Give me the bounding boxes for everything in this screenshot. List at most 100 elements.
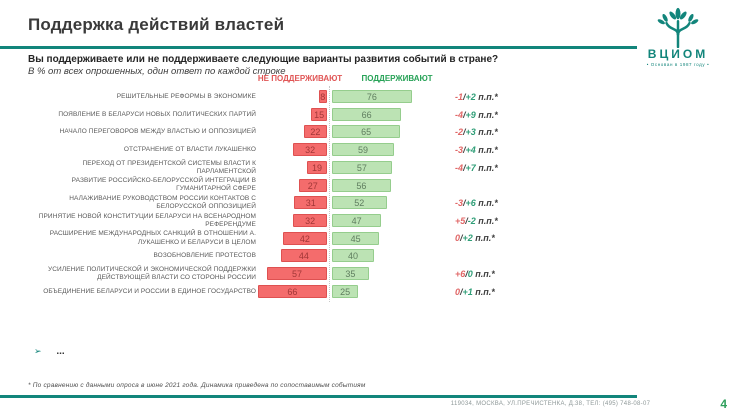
bar-value-support: 65 bbox=[361, 127, 372, 138]
chart-row: ПРИНЯТИЕ НОВОЙ КОНСТИТУЦИИ БЕЛАРУСИ НА В… bbox=[28, 212, 598, 230]
bar-value-support: 35 bbox=[345, 269, 356, 279]
delta-separator: / bbox=[463, 198, 466, 209]
delta-suffix: п.п.* bbox=[475, 198, 498, 209]
question-text: Вы поддерживаете или не поддерживаете сл… bbox=[28, 54, 499, 65]
row-label: ПРИНЯТИЕ НОВОЙ КОНСТИТУЦИИ БЕЛАРУСИ НА В… bbox=[38, 212, 256, 228]
arrow-bullet-icon: ➢ bbox=[34, 346, 42, 356]
delta-not-support: +6 bbox=[455, 268, 466, 279]
delta-separator: / bbox=[465, 215, 468, 226]
row-label: ОТСТРАНЕНИЕ ОТ ВЛАСТИ ЛУКАШЕНКО bbox=[123, 145, 256, 153]
bar-value-not-support: 27 bbox=[307, 180, 318, 191]
bar-value-support: 56 bbox=[356, 180, 367, 191]
bar-support: 56 bbox=[332, 178, 391, 192]
delta-suffix: п.п.* bbox=[475, 109, 498, 120]
footnote: * По сравнению с данными опроса в июне 2… bbox=[28, 382, 366, 389]
bar-support: 65 bbox=[332, 125, 401, 139]
delta-support: +6 bbox=[465, 198, 476, 209]
row-delta: -3/+6 п.п.* bbox=[455, 198, 498, 208]
delta-suffix: п.п.* bbox=[472, 233, 495, 244]
row-delta: +5/-2 п.п.* bbox=[455, 216, 498, 226]
bar-not-support: 19 bbox=[307, 160, 327, 174]
chart-row: ПЕРЕХОД ОТ ПРЕЗИДЕНТСКОЙ СИСТЕМЫ ВЛАСТИ … bbox=[28, 159, 598, 177]
chart-row: ВОЗОБНОВЛЕНИЕ ПРОТЕСТОВ 44 40 bbox=[28, 247, 598, 265]
bar-not-support: 57 bbox=[267, 267, 327, 280]
chart-axis bbox=[329, 86, 330, 302]
bar-support: 52 bbox=[332, 196, 387, 210]
chart-row: ОТСТРАНЕНИЕ ОТ ВЛАСТИ ЛУКАШЕНКО 32 59 -3… bbox=[28, 141, 598, 159]
delta-separator: / bbox=[463, 109, 466, 120]
bullet-text: ... bbox=[56, 346, 65, 357]
footer-address: 119034, МОСКВА, УЛ.ПРЕЧИСТЕНКА, Д.38, ТЕ… bbox=[450, 401, 651, 407]
delta-suffix: п.п.* bbox=[475, 91, 498, 102]
delta-not-support: 0 bbox=[455, 286, 461, 297]
delta-support: +7 bbox=[465, 162, 476, 173]
bar-value-not-support: 42 bbox=[299, 233, 310, 244]
bar-value-not-support: 32 bbox=[305, 215, 316, 226]
bar-value-not-support: 8 bbox=[320, 92, 326, 102]
delta-suffix: п.п.* bbox=[475, 127, 498, 138]
bar-not-support: 66 bbox=[257, 284, 327, 298]
delta-support: 0 bbox=[467, 268, 473, 279]
bar-support: 76 bbox=[332, 90, 412, 103]
legend-yes-label: ПОДДЕРЖИВАЮТ bbox=[361, 74, 433, 83]
logo-text: ВЦИОМ bbox=[647, 47, 709, 61]
bar-not-support: 42 bbox=[282, 231, 327, 245]
bar-not-support: 8 bbox=[318, 90, 327, 103]
bar-support: 45 bbox=[332, 231, 380, 245]
chart-row: НАЛАЖИВАНИЕ РУКОВОДСТВОМ РОССИИ КОНТАКТО… bbox=[28, 194, 598, 212]
delta-suffix: п.п.* bbox=[475, 144, 498, 155]
bar-value-not-support: 22 bbox=[310, 127, 321, 138]
chart-row: РАЗВИТИЕ РОССИЙСКО-БЕЛОРУССКОЙ ИНТЕГРАЦИ… bbox=[28, 177, 598, 195]
bar-support: 47 bbox=[332, 213, 382, 227]
row-label: ПОЯВЛЕНИЕ В БЕЛАРУСИ НОВЫХ ПОЛИТИЧЕСКИХ … bbox=[58, 110, 256, 118]
delta-separator: / bbox=[460, 286, 463, 297]
delta-not-support: -3 bbox=[455, 198, 464, 209]
row-delta: -4/+9 п.п.* bbox=[455, 110, 498, 120]
bar-not-support: 32 bbox=[293, 213, 327, 227]
delta-not-support: -2 bbox=[455, 127, 464, 138]
question-note: В % от всех опрошенных, один ответ по ка… bbox=[28, 66, 286, 77]
bullet-line: ➢ ... bbox=[34, 346, 65, 357]
delta-support: +4 bbox=[465, 144, 476, 155]
bar-value-support: 25 bbox=[340, 286, 351, 297]
row-label: ВОЗОБНОВЛЕНИЕ ПРОТЕСТОВ bbox=[153, 252, 256, 260]
tree-icon bbox=[657, 7, 699, 48]
bar-support: 57 bbox=[332, 160, 392, 174]
row-label: НАЧАЛО ПЕРЕГОВОРОВ МЕЖДУ ВЛАСТЬЮ И ОППОЗ… bbox=[59, 128, 256, 136]
delta-support: +9 bbox=[465, 109, 476, 120]
row-delta: -3/+4 п.п.* bbox=[455, 145, 498, 155]
page-title: Поддержка действий властей bbox=[28, 15, 285, 34]
legend-no-label: НЕ ПОДДЕРЖИВАЮТ bbox=[257, 74, 343, 83]
row-delta: 0/+1 п.п.* bbox=[455, 287, 495, 297]
bar-value-support: 59 bbox=[357, 145, 368, 156]
delta-not-support: -4 bbox=[455, 162, 464, 173]
bar-not-support: 44 bbox=[280, 249, 327, 263]
bar-value-not-support: 31 bbox=[305, 198, 316, 209]
chart-row: УСИЛЕНИЕ ПОЛИТИЧЕСКОЙ И ЭКОНОМИЧЕСКОЙ ПО… bbox=[28, 265, 598, 283]
delta-support: +3 bbox=[465, 127, 476, 138]
bar-value-support: 47 bbox=[351, 215, 362, 226]
chart-row: РЕШИТЕЛЬНЫЕ РЕФОРМЫ В ЭКОНОМИКЕ 8 76 -1/… bbox=[28, 88, 598, 106]
diverging-bar-chart: РЕШИТЕЛЬНЫЕ РЕФОРМЫ В ЭКОНОМИКЕ 8 76 -1/… bbox=[28, 86, 598, 302]
bar-not-support: 27 bbox=[298, 178, 327, 192]
bar-not-support: 15 bbox=[311, 107, 327, 121]
bar-value-not-support: 15 bbox=[314, 109, 325, 120]
bar-value-support: 76 bbox=[366, 92, 377, 102]
bar-support: 40 bbox=[332, 249, 374, 263]
bar-not-support: 31 bbox=[294, 196, 327, 210]
row-label: РАСШИРЕНИЕ МЕЖДУНАРОДНЫХ САНКЦИЙ В ОТНОШ… bbox=[49, 230, 256, 246]
delta-not-support: +5 bbox=[455, 215, 466, 226]
row-label: РЕШИТЕЛЬНЫЕ РЕФОРМЫ В ЭКОНОМИКЕ bbox=[116, 92, 256, 100]
logo-tagline: • Основан в 1987 году • bbox=[646, 62, 710, 67]
bar-value-not-support: 44 bbox=[298, 251, 309, 262]
bar-support: 66 bbox=[332, 107, 402, 121]
bar-support: 59 bbox=[332, 143, 394, 157]
delta-separator: / bbox=[463, 91, 466, 102]
delta-suffix: п.п.* bbox=[475, 215, 498, 226]
delta-separator: / bbox=[463, 162, 466, 173]
row-label: ОБЪЕДИНЕНИЕ БЕЛАРУСИ И РОССИИ В ЕДИНОЕ Г… bbox=[43, 287, 256, 295]
bar-value-support: 45 bbox=[350, 233, 361, 244]
delta-not-support: 0 bbox=[455, 233, 461, 244]
row-delta: -4/+7 п.п.* bbox=[455, 163, 498, 173]
bar-not-support: 22 bbox=[303, 125, 327, 139]
